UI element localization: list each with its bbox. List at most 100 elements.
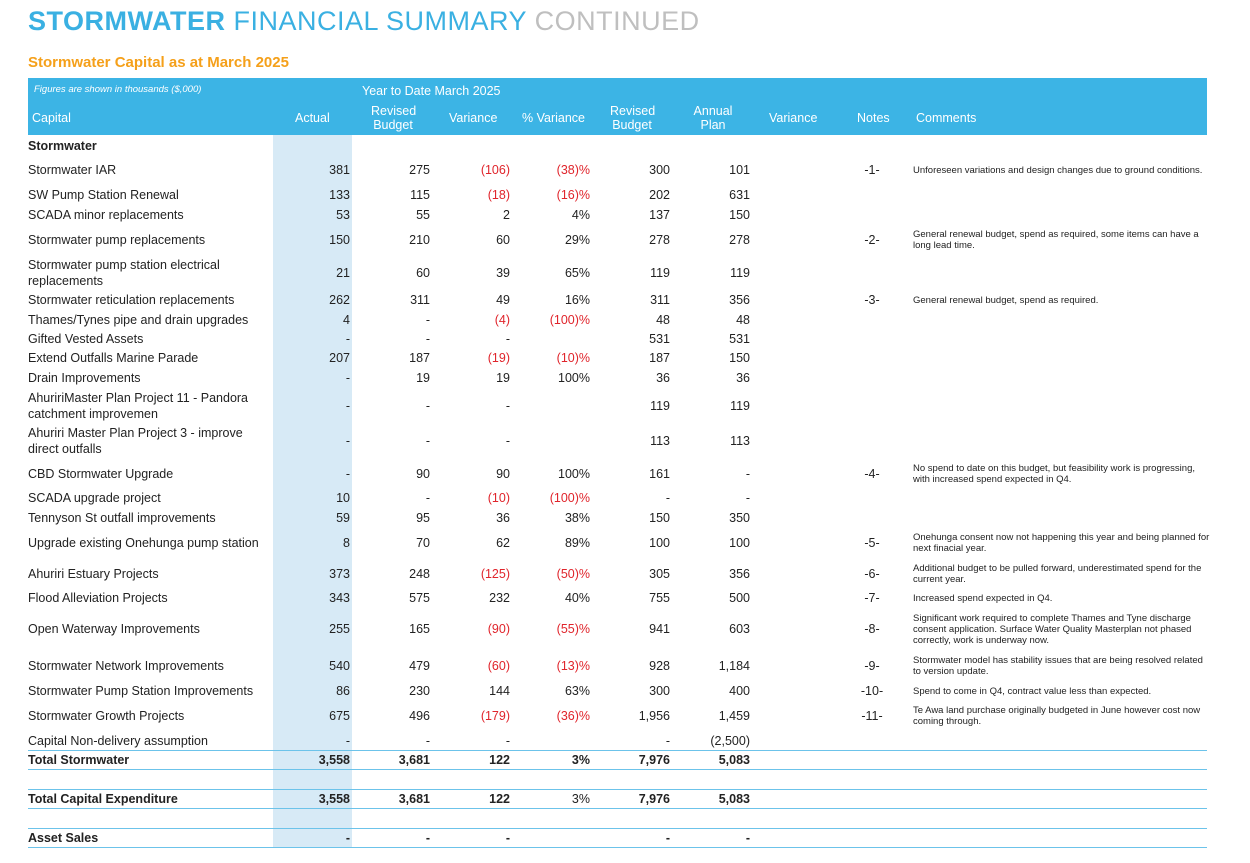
cell-cm xyxy=(913,205,1213,225)
cell-rb2: 202 xyxy=(649,188,670,202)
cell-rb: 311 xyxy=(410,293,430,307)
cell-cap: SCADA upgrade project xyxy=(28,491,161,505)
cell-nt: -3- xyxy=(864,293,880,307)
cell-var: 39 xyxy=(496,266,510,280)
cell-cap: Ahuriri Estuary Projects xyxy=(28,567,159,581)
cell-var: - xyxy=(505,332,510,346)
table-row: SCADA minor replacements 53 55 2 4% 137 150 xyxy=(28,205,1207,225)
cell-cm xyxy=(913,368,1213,388)
cell-rb2: 100 xyxy=(649,536,670,550)
cell-cm xyxy=(913,348,1213,368)
cell-var: (179) xyxy=(480,709,510,723)
cell-act: 343 xyxy=(329,591,350,605)
cell-pv: 4% xyxy=(571,208,590,222)
cell-nt: -10- xyxy=(860,684,884,698)
cell-ap: 500 xyxy=(729,591,750,605)
cell-act: 133 xyxy=(329,188,350,202)
header-revised-budget2-l1: Revised xyxy=(610,104,656,118)
header-actual: Actual xyxy=(295,111,330,125)
cell-ap: 356 xyxy=(729,567,750,581)
header-annual-plan: Annual Plan xyxy=(692,104,734,132)
table-row: SCADA upgrade project 10 - (10) (100)% - - xyxy=(28,488,1207,508)
cell-pv: (50)% xyxy=(556,567,590,581)
page-title: STORMWATER FINANCIAL SUMMARY CONTINUED xyxy=(28,6,700,37)
cell-var: 60 xyxy=(496,233,510,247)
cell-nt xyxy=(856,488,888,508)
cell-ap: (2,500) xyxy=(710,734,750,748)
cell-cm: General renewal budget, spend as require… xyxy=(913,229,1199,251)
table-row: Ahuriri Estuary Projects 373 248 (125) (50)%… xyxy=(28,561,1207,587)
cell-nt: -5- xyxy=(864,536,880,550)
cell-act: 21 xyxy=(336,266,350,280)
table-row: CBD Stormwater Upgrade - 90 90 100% 161 - -4- No… xyxy=(28,461,1207,487)
cell-cm xyxy=(913,310,1213,330)
cell-rb2: - xyxy=(665,734,670,748)
cell-pv xyxy=(528,829,590,847)
cell-act: 540 xyxy=(329,659,350,673)
cell-ap: 5,083 xyxy=(718,753,750,767)
header-revised-budget-2: Revised Budget xyxy=(610,104,656,132)
cell-ap: 119 xyxy=(730,266,750,280)
cell-rb: - xyxy=(425,313,430,327)
cell-rb2: - xyxy=(665,491,670,505)
cell-act: 4 xyxy=(343,313,350,327)
cell-cm xyxy=(913,329,1213,349)
cell-rb: - xyxy=(425,332,430,346)
cell-pv xyxy=(528,424,590,458)
cell-nt xyxy=(856,205,888,225)
cell-rb: 55 xyxy=(416,208,430,222)
table-row: Flood Alleviation Projects 343 575 232 40% 75… xyxy=(28,588,1207,608)
cell-rb2: 300 xyxy=(649,684,670,698)
cell-act: - xyxy=(345,831,350,845)
cell-pv xyxy=(528,731,590,751)
cell-var: (90) xyxy=(487,622,510,636)
table-row: Gifted Vested Assets - - - 531 531 xyxy=(28,329,1207,349)
cell-rb: 95 xyxy=(416,511,430,525)
row-divider xyxy=(28,750,1207,751)
cell-rb: 496 xyxy=(409,709,430,723)
cell-pv: 3% xyxy=(571,792,590,806)
title-light: CONTINUED xyxy=(534,6,700,36)
cell-nt: -1- xyxy=(864,163,880,177)
cell-cap: Gifted Vested Assets xyxy=(28,332,144,346)
header-annual-plan-l1: Annual xyxy=(693,104,733,118)
cell-nt: -7- xyxy=(864,591,880,605)
cell-var: (4) xyxy=(494,313,510,327)
cell-rb2: 119 xyxy=(650,399,670,413)
cell-rb2: 7,976 xyxy=(638,753,670,767)
total-stormwater-row: Total Stormwater 3,558 3,681 122 3% 7,976 5,08… xyxy=(28,751,1207,769)
title-mid: FINANCIAL SUMMARY xyxy=(233,6,527,36)
cell-nt xyxy=(856,348,888,368)
header-capital: Capital xyxy=(32,111,71,125)
cell-act: 59 xyxy=(336,511,350,525)
cell-ap: 278 xyxy=(729,233,750,247)
section-label-text: Stormwater xyxy=(28,139,97,153)
total-capex-row: Total Capital Expenditure 3,558 3,681 122 3%… xyxy=(28,790,1207,808)
cell-nt xyxy=(856,388,888,424)
header-variance-2: Variance xyxy=(769,111,818,125)
cell-rb: - xyxy=(425,831,430,845)
cell-var: 232 xyxy=(489,591,510,605)
cell-nt xyxy=(856,424,888,458)
table-row: Upgrade existing Onehunga pump station 8 7… xyxy=(28,530,1209,556)
cell-cm: Spend to come in Q4, contract value less… xyxy=(913,685,1152,697)
cell-cap: Extend Outfalls Marine Parade xyxy=(28,351,199,365)
cell-rb: 187 xyxy=(409,351,430,365)
cell-act: 8 xyxy=(343,536,350,550)
header-pct-variance: % Variance xyxy=(522,111,585,125)
cell-var: 122 xyxy=(489,792,510,806)
cell-pv: (55)% xyxy=(556,622,590,636)
cell-pv: (10)% xyxy=(556,351,590,365)
cell-cm xyxy=(913,424,1213,458)
cell-rb2: 531 xyxy=(649,332,670,346)
table-row: AhuririMaster Plan Project 11 - Pandora … xyxy=(28,388,1207,424)
header-revised-budget2-l2: Budget xyxy=(612,118,652,132)
table-row: SW Pump Station Renewal 133 115 (18) (16)% 20… xyxy=(28,185,1207,205)
cell-rb: 70 xyxy=(416,536,430,550)
table-row: Ahuriri Master Plan Project 3 - improve … xyxy=(28,424,1207,458)
cell-rb: - xyxy=(425,399,430,413)
cell-var: 19 xyxy=(496,371,510,385)
cell-rb: 165 xyxy=(409,622,430,636)
cell-act: - xyxy=(345,399,350,413)
cell-ap: 1,459 xyxy=(718,709,750,723)
